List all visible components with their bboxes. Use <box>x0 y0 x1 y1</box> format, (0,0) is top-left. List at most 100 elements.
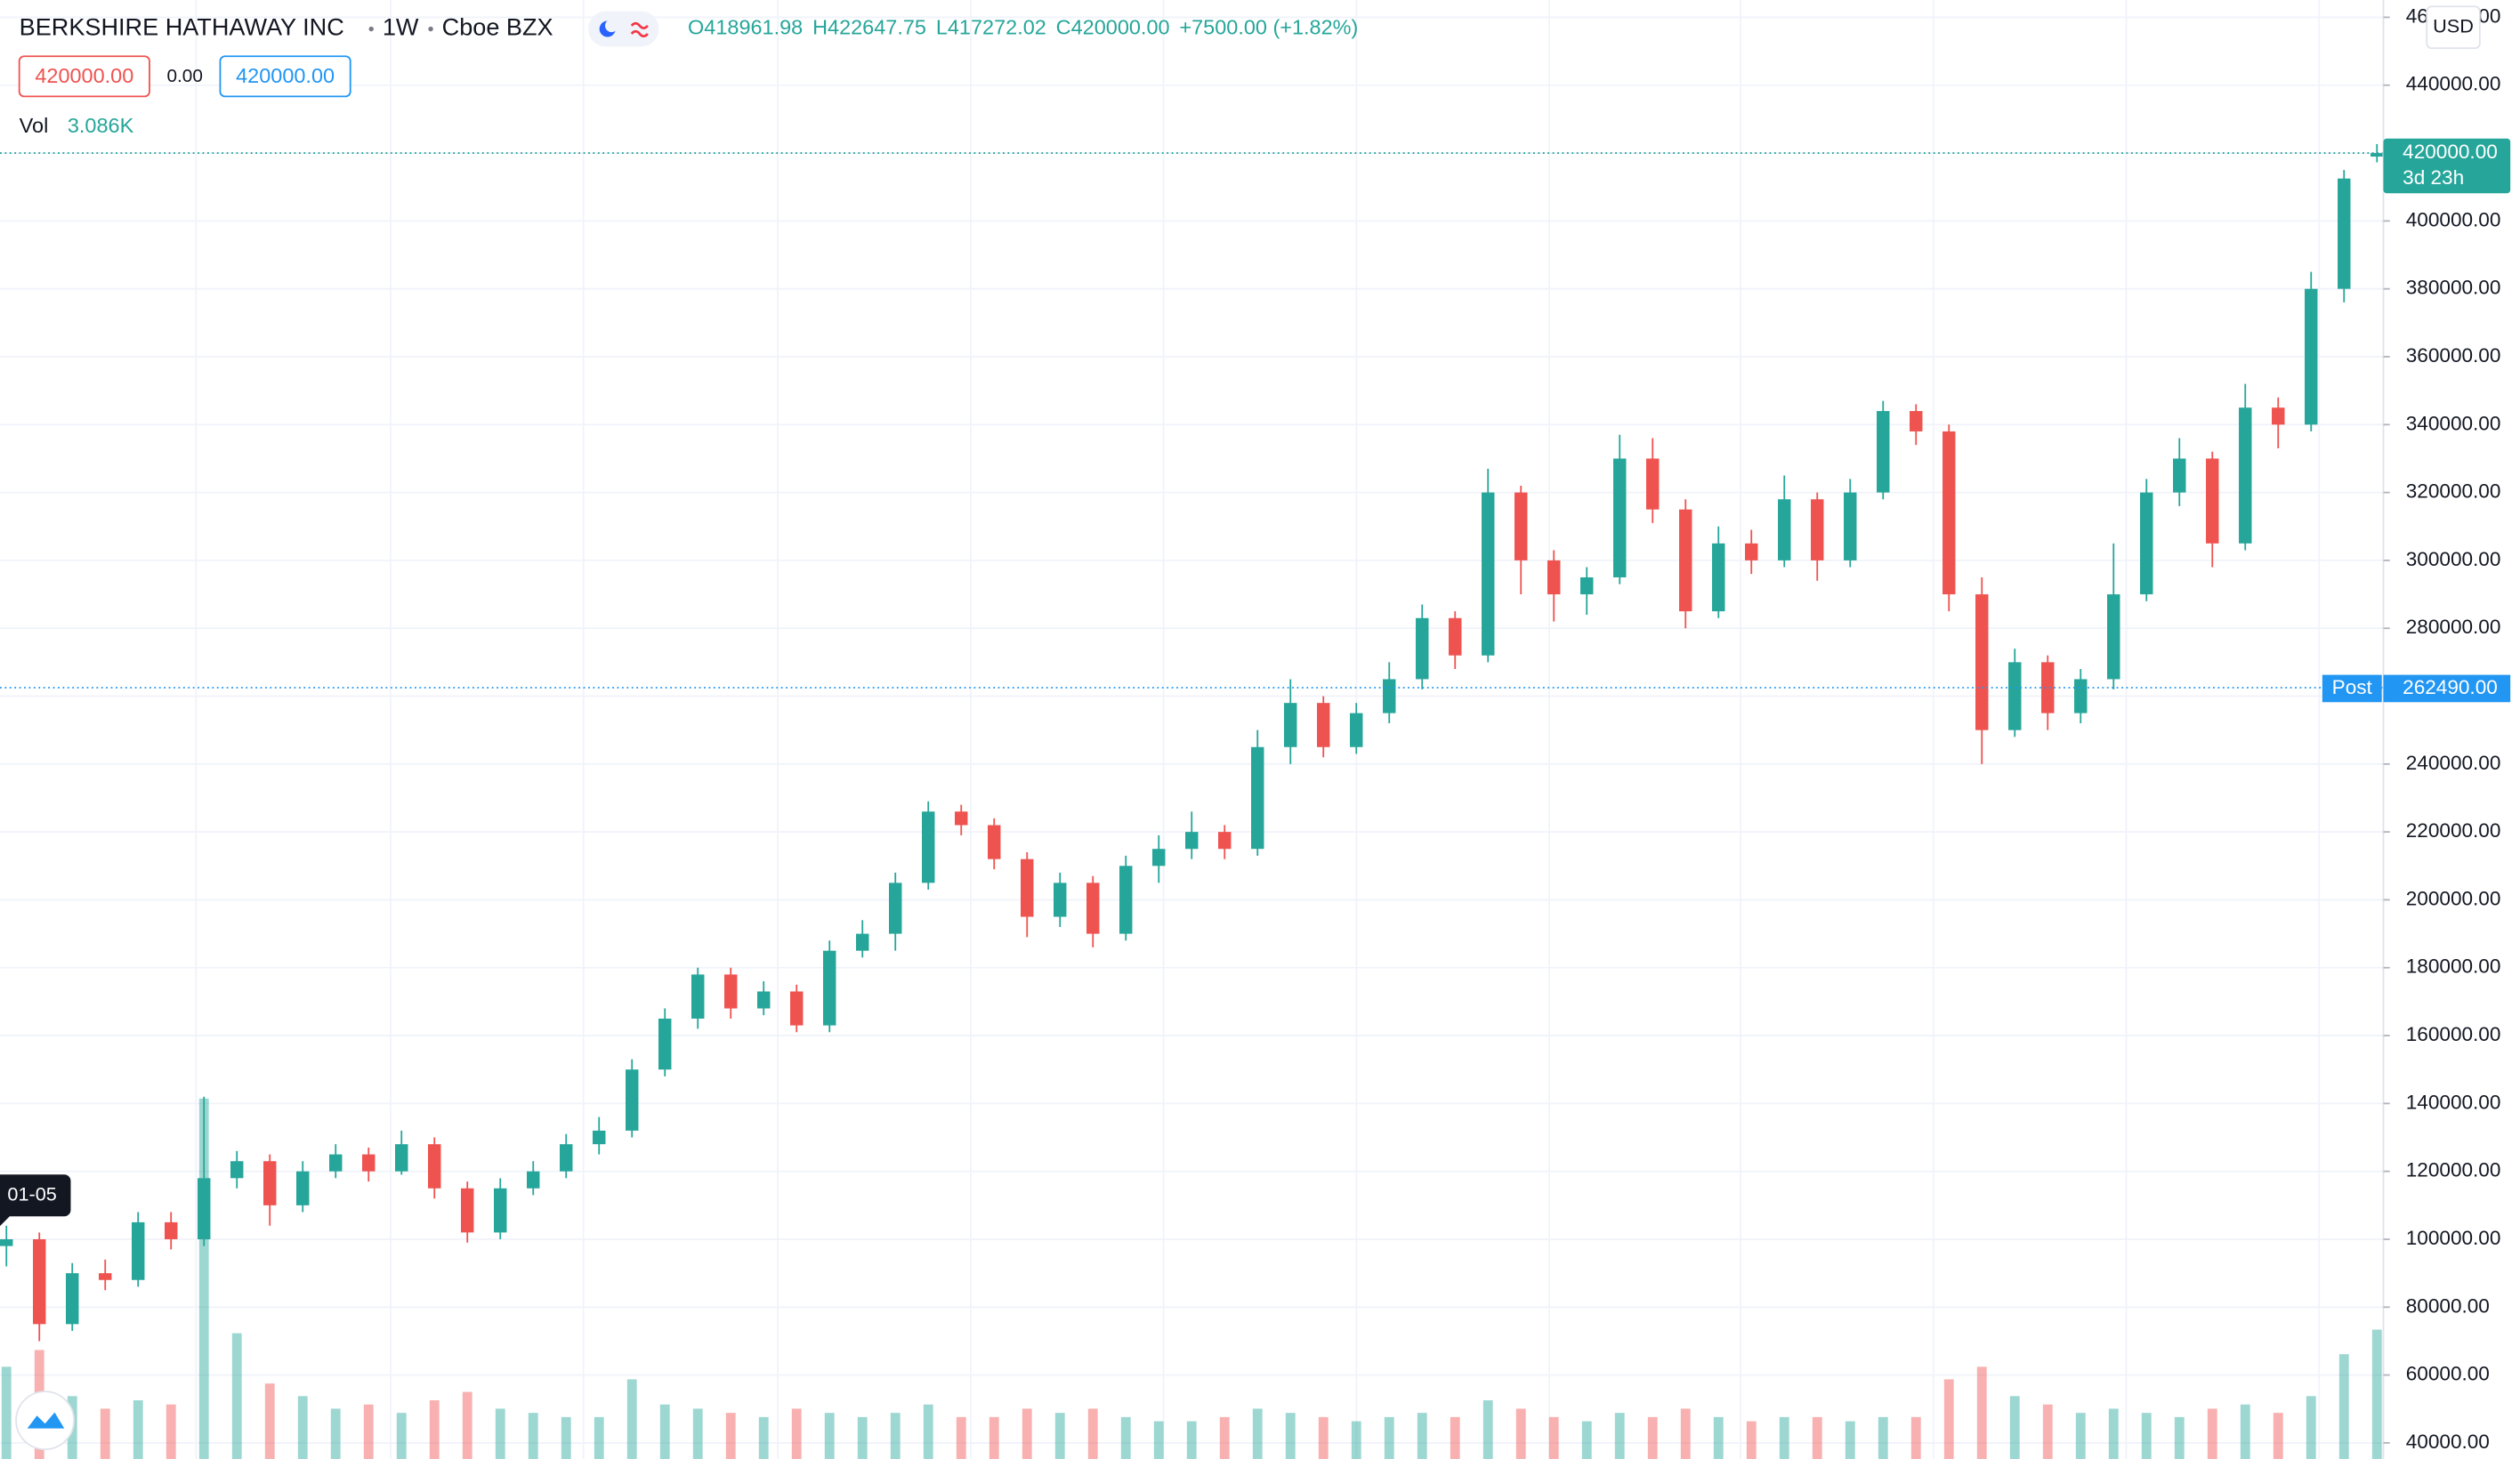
candle-body <box>2173 458 2186 493</box>
y-tick-label: 380000.00 <box>2406 277 2501 299</box>
volume-bar <box>1153 1421 1164 1459</box>
candle-body <box>560 1144 573 1172</box>
post-tag: Post <box>2332 676 2373 698</box>
delay-icon <box>630 21 649 37</box>
legend-change: +7500.00 (+1.82%) <box>1179 16 1358 39</box>
y-tick-label: 360000.00 <box>2406 344 2501 367</box>
sell-price[interactable]: 420000.00 <box>35 64 133 87</box>
buy-price[interactable]: 420000.00 <box>236 64 335 87</box>
volume-bar <box>2273 1413 2283 1459</box>
volume-bar <box>2141 1413 2152 1459</box>
volume-bar <box>1054 1413 1065 1459</box>
volume-bar <box>495 1408 505 1459</box>
candle-body <box>2041 662 2055 713</box>
candle-body <box>1745 543 1758 560</box>
post-tag-box <box>2322 674 2382 703</box>
volume-bar <box>264 1383 275 1459</box>
y-tick-label: 120000.00 <box>2406 1159 2501 1181</box>
candle-body <box>1975 594 1989 730</box>
y-tick-label: 40000.00 <box>2406 1431 2490 1453</box>
candle-body <box>2272 407 2285 425</box>
volume-bar <box>857 1416 868 1459</box>
candle-body <box>1844 492 1857 560</box>
y-tick-label: 300000.00 <box>2406 548 2501 570</box>
volume-bar <box>1351 1421 1361 1459</box>
volume-bar <box>1910 1416 1921 1459</box>
candle-body <box>527 1171 540 1189</box>
volume-label: Vol <box>20 114 49 137</box>
status-pill[interactable] <box>588 11 659 47</box>
candle-body <box>2008 662 2022 730</box>
candle-body <box>1021 858 1034 917</box>
y-tick-label: 200000.00 <box>2406 887 2501 909</box>
volume-bar <box>2042 1404 2053 1459</box>
candle-body <box>1910 411 1923 431</box>
candle-body <box>428 1144 441 1189</box>
volume-bar <box>1976 1366 1987 1459</box>
interval[interactable]: 1W <box>383 13 419 41</box>
candle-body <box>691 974 705 1019</box>
volume-bar <box>725 1413 736 1459</box>
candle-body <box>1119 866 1133 934</box>
y-tick-label: 400000.00 <box>2406 208 2501 230</box>
candle-body <box>230 1161 244 1179</box>
volume-bar <box>1450 1416 1460 1459</box>
volume-bar <box>561 1416 571 1459</box>
volume-bar <box>198 1098 209 1459</box>
candle-body <box>1284 703 1297 747</box>
candle-body <box>66 1273 79 1325</box>
candle-body <box>2371 153 2384 157</box>
volume-bar <box>1614 1413 1625 1459</box>
y-tick-label: 140000.00 <box>2406 1091 2501 1113</box>
volume-bar <box>791 1408 802 1459</box>
candle-body <box>165 1221 178 1239</box>
last-price-box <box>2383 138 2511 194</box>
post-price-box <box>2383 674 2511 703</box>
volume-bar <box>2075 1413 2086 1459</box>
buy-box[interactable] <box>219 55 351 98</box>
volume-bar <box>1482 1400 1493 1459</box>
volume-bar <box>363 1404 374 1459</box>
candle-body <box>626 1069 639 1131</box>
currency[interactable]: USD <box>2433 14 2474 36</box>
candle-body <box>198 1178 211 1239</box>
logo[interactable] <box>15 1390 75 1451</box>
candle-body <box>1547 560 1561 595</box>
candle-body <box>2206 458 2219 544</box>
y-tick-label: 320000.00 <box>2406 480 2501 503</box>
candle-body <box>329 1154 343 1172</box>
candle-body <box>1152 849 1166 867</box>
candle-body <box>1482 492 1495 656</box>
candle-body <box>1514 492 1528 560</box>
y-tick-label: 160000.00 <box>2406 1023 2501 1045</box>
y-tick-label: 80000.00 <box>2406 1294 2490 1317</box>
candle-body <box>1942 431 1956 595</box>
candle-body <box>856 933 869 951</box>
volume-bar <box>1087 1408 1098 1459</box>
candle-body <box>296 1171 310 1205</box>
candle-body <box>2338 178 2351 289</box>
y-tick-label: 280000.00 <box>2406 616 2501 638</box>
volume-bar <box>1581 1421 1592 1459</box>
candle-body <box>922 811 935 883</box>
candle-body <box>658 1018 672 1070</box>
candle-body <box>2140 492 2153 595</box>
candle-body <box>362 1154 376 1172</box>
candle-body <box>1218 832 1232 850</box>
exchange: Cboe BZX <box>442 13 553 41</box>
volume-bar <box>1647 1416 1658 1459</box>
volume-bar <box>692 1408 703 1459</box>
currency-box[interactable] <box>2426 5 2481 50</box>
candle-body <box>823 950 836 1026</box>
volume-bar <box>1878 1416 1888 1459</box>
volume-bar <box>133 1400 143 1459</box>
legend-label: H <box>812 16 828 39</box>
y-tick-label: 100000.00 <box>2406 1227 2501 1249</box>
sell-box[interactable] <box>18 55 150 98</box>
candle-body <box>0 1238 13 1246</box>
candle-body <box>2074 679 2088 713</box>
volume-bar <box>2108 1408 2119 1459</box>
volume-bar <box>2306 1396 2316 1459</box>
candle-body <box>1646 458 1660 510</box>
ohlc-legend: O418961.98 H422647.75 L417272.02 C420000.00… <box>688 16 1358 39</box>
